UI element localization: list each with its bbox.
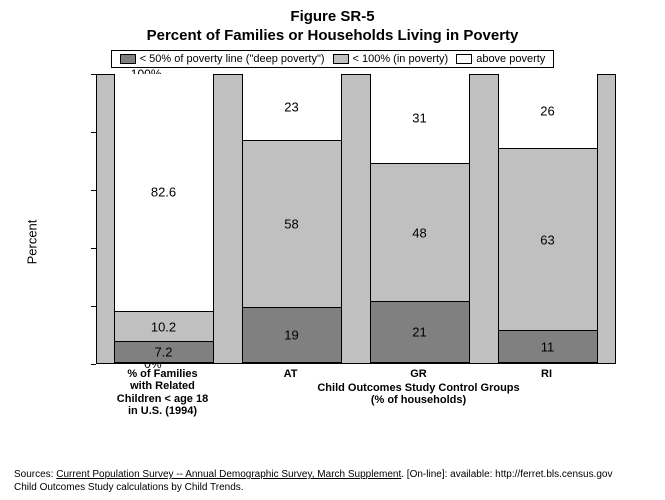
legend-item: < 50% of poverty line ("deep poverty") — [120, 53, 325, 65]
x-category-label: % of Familieswith RelatedChildren < age … — [99, 368, 227, 419]
bar-segment: 26 — [499, 74, 597, 149]
sources-line2: Child Outcomes Study calculations by Chi… — [14, 482, 244, 493]
bar-RI: 11 63 26 — [498, 75, 598, 363]
legend-swatch — [120, 54, 136, 64]
bar-value-label: 19 — [243, 328, 341, 343]
bar-value-label: 58 — [243, 217, 341, 232]
bar-value-label: 31 — [371, 111, 469, 126]
legend-swatch — [456, 54, 472, 64]
y-axis-label: Percent — [24, 219, 39, 264]
sources-underlined: Current Population Survey -- Annual Demo… — [56, 469, 401, 480]
bar-segment: 48 — [371, 163, 469, 301]
bar-segment: 10.2 — [115, 311, 213, 340]
legend-label: above poverty — [476, 53, 545, 65]
bar-value-label: 11 — [499, 339, 597, 354]
chart-legend: < 50% of poverty line ("deep poverty") < … — [111, 50, 555, 68]
bar-value-label: 23 — [243, 99, 341, 114]
legend-label: < 100% (in poverty) — [353, 53, 449, 65]
bar-GR: 21 48 31 — [370, 75, 470, 363]
bar-value-label: 7.2 — [115, 345, 213, 360]
sources-after: . [On-line]: available: http://ferret.bl… — [401, 469, 612, 480]
x-group-subtitle: Child Outcomes Study Control Groups(% of… — [269, 382, 569, 407]
bar-value-label: 82.6 — [115, 185, 213, 200]
bar-segment: 31 — [371, 74, 469, 163]
bar-segment: 11 — [499, 330, 597, 362]
bars-layer: 7.2 10.2 82.6 19 58 23 21 48 31 11 63 26 — [97, 75, 615, 363]
legend-swatch — [333, 54, 349, 64]
bar-segment: 7.2 — [115, 341, 213, 362]
bar-value-label: 63 — [499, 233, 597, 248]
chart-area: Percent 0%20%40%60%80%100% 7.210.282.619… — [38, 72, 628, 412]
bar-segment: 82.6 — [115, 74, 213, 312]
bar-segment: 19 — [243, 307, 341, 362]
figure-container: Figure SR-5 Percent of Families or House… — [0, 0, 665, 500]
figure-number: Figure SR-5 — [14, 8, 651, 27]
bar-segment: 63 — [499, 148, 597, 329]
legend-item: < 100% (in poverty) — [333, 53, 449, 65]
bar-value-label: 10.2 — [115, 320, 213, 335]
bar-AT: 19 58 23 — [242, 75, 342, 363]
source-citation: Sources: Current Population Survey -- An… — [14, 469, 651, 494]
legend-label: < 50% of poverty line ("deep poverty") — [140, 53, 325, 65]
bar-value-label: 26 — [499, 103, 597, 118]
figure-title: Percent of Families or Households Living… — [14, 27, 651, 46]
bar-us1994: 7.2 10.2 82.6 — [114, 75, 214, 363]
x-category-label: RI — [483, 368, 611, 381]
sources-prefix: Sources: — [14, 469, 56, 480]
bar-value-label: 48 — [371, 225, 469, 240]
bar-value-label: 21 — [371, 325, 469, 340]
x-category-label: GR — [355, 368, 483, 381]
bar-segment: 23 — [243, 74, 341, 140]
y-tick-mark — [91, 364, 96, 365]
legend-item: above poverty — [456, 53, 545, 65]
bar-segment: 21 — [371, 301, 469, 361]
x-category-label: AT — [227, 368, 355, 381]
plot-region: 7.2 10.2 82.6 19 58 23 21 48 31 11 63 26 — [96, 74, 616, 364]
bar-segment: 58 — [243, 140, 341, 307]
